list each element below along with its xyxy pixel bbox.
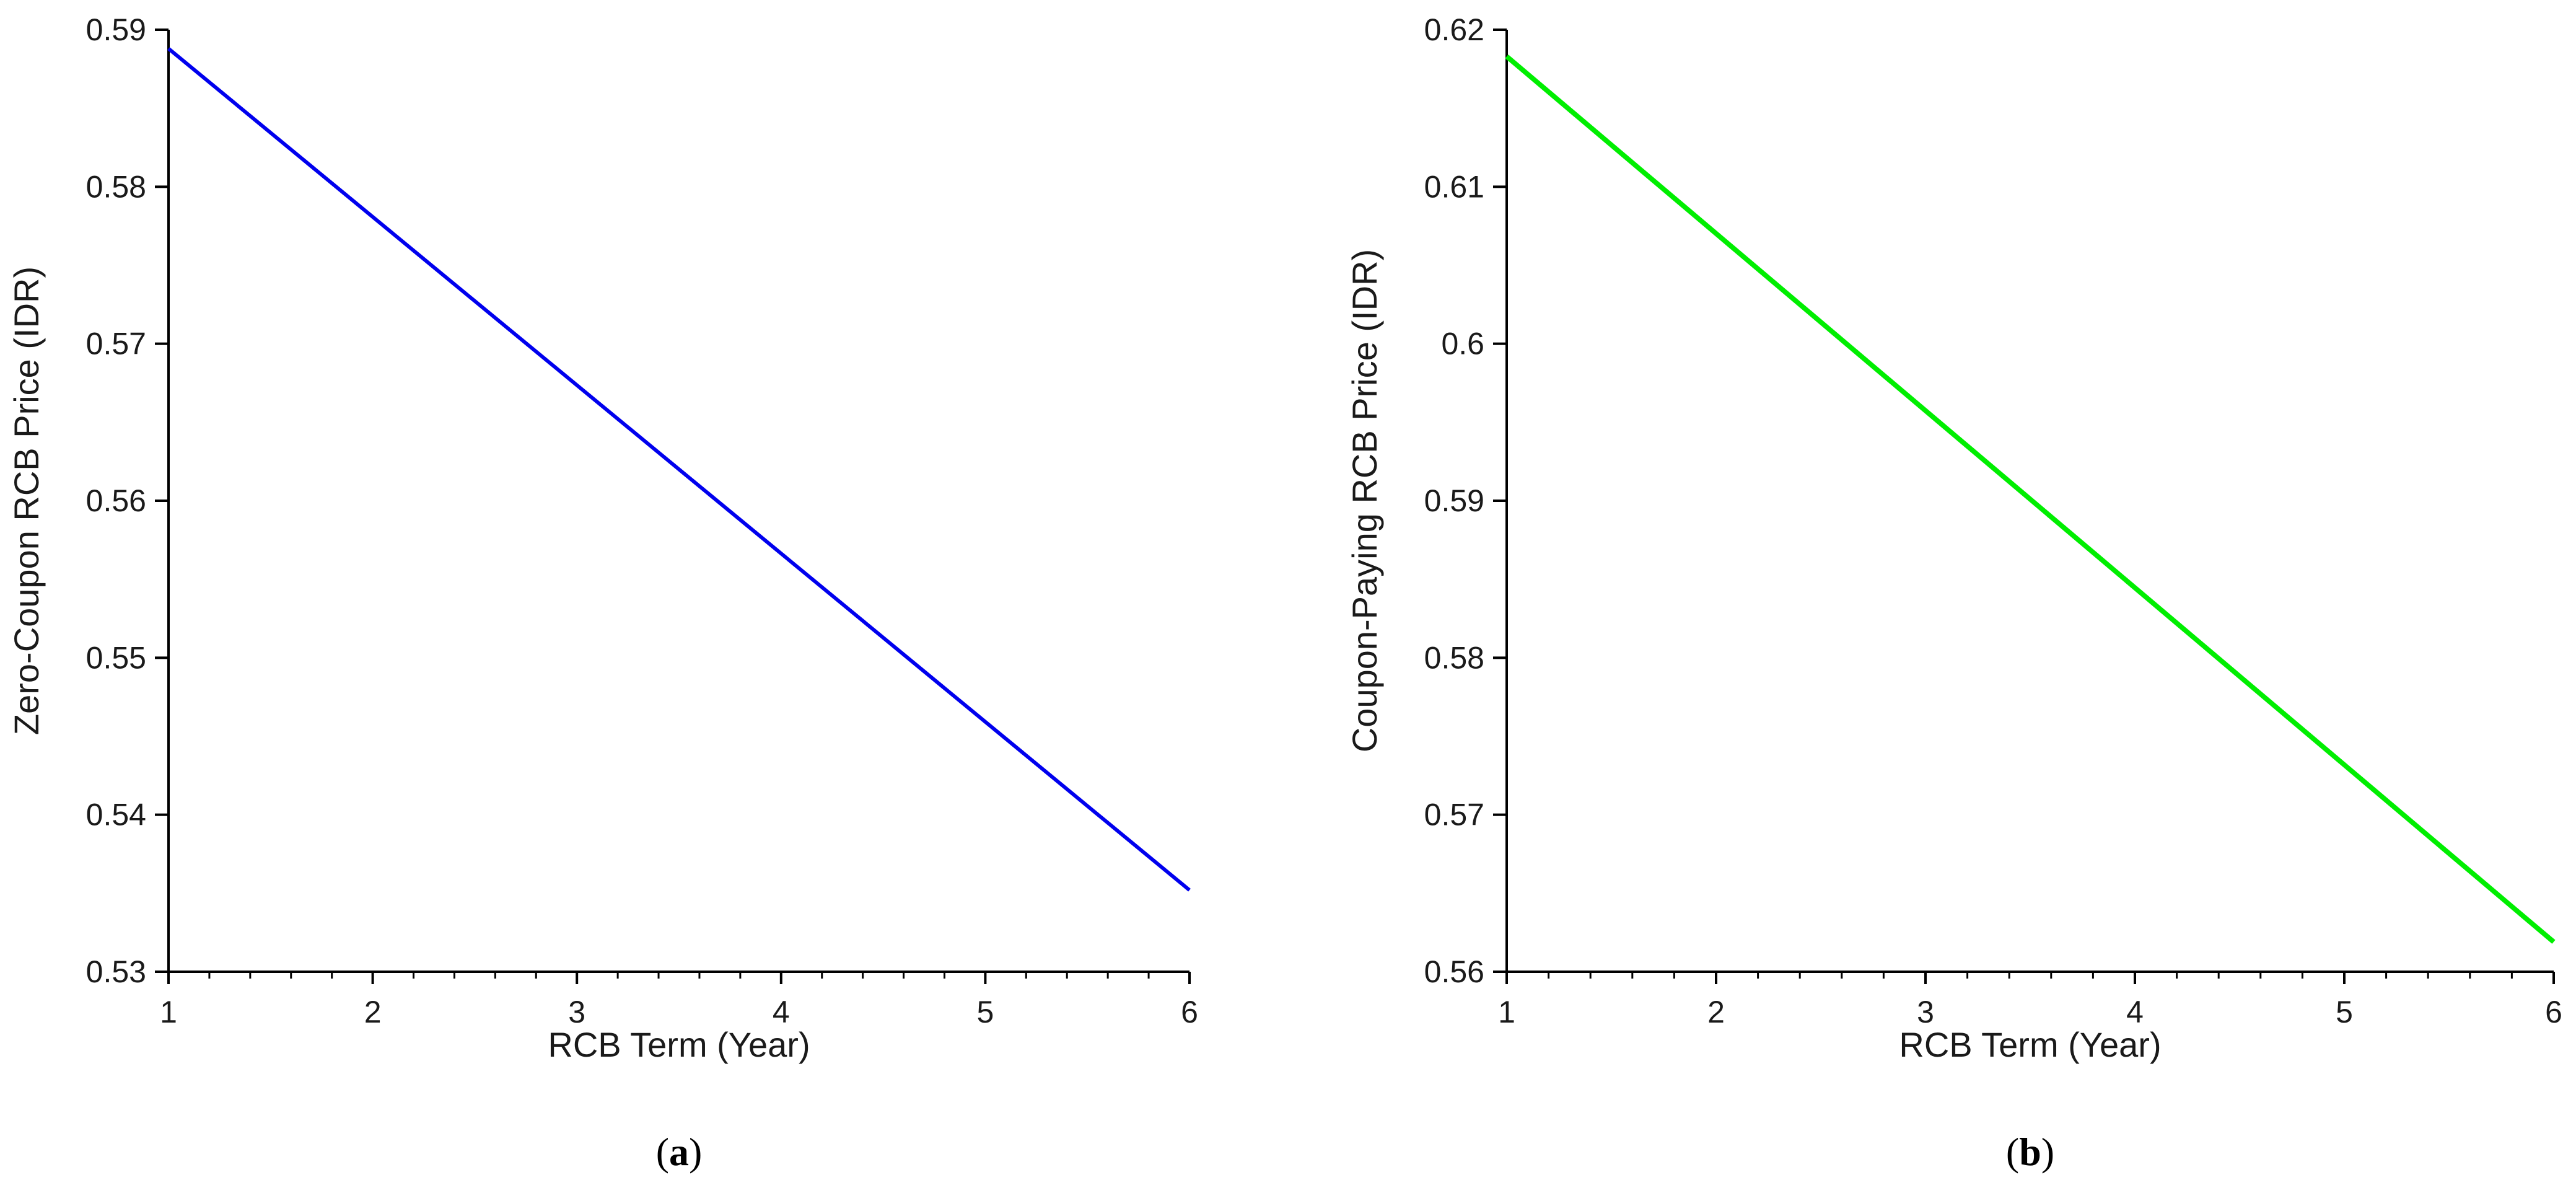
- y-tick-label: 0.57: [86, 327, 146, 361]
- caption-letter: b: [2019, 1130, 2041, 1174]
- y-tick-label: 0.56: [1424, 954, 1484, 989]
- caption-close-paren: ): [2041, 1130, 2054, 1174]
- caption-letter: a: [669, 1130, 689, 1174]
- x-tick-label: 5: [2336, 995, 2353, 1029]
- y-tick-label: 0.59: [86, 12, 146, 47]
- y-tick-label: 0.54: [86, 798, 146, 832]
- x-tick-label: 6: [2545, 995, 2562, 1029]
- x-tick-label: 4: [773, 995, 790, 1029]
- y-axis-title: Zero-Coupon RCB Price (IDR): [7, 266, 46, 735]
- x-tick-label: 4: [2126, 995, 2144, 1029]
- x-tick-label: 2: [1707, 995, 1725, 1029]
- x-tick-label: 2: [364, 995, 382, 1029]
- chart-panel-b: 1 2 3 4 5 6 0.56 0.57 0.58 0.59 0.6 0.61 0.62 RCB Ter…: [1345, 12, 2562, 1174]
- y-tick-label: 0.59: [1424, 483, 1484, 518]
- y-tick-label: 0.62: [1424, 12, 1484, 47]
- y-tick-label: 0.6: [1441, 327, 1484, 361]
- x-tick-label: 5: [976, 995, 994, 1029]
- panel-caption: (b): [2006, 1130, 2054, 1174]
- x-tick-label: 1: [1498, 995, 1515, 1029]
- series-line-b: [1505, 55, 2556, 944]
- x-axis-title: RCB Term (Year): [548, 1025, 810, 1064]
- x-tick-label: 1: [160, 995, 177, 1029]
- panel-caption: (a): [656, 1130, 703, 1174]
- y-tick-label: 0.53: [86, 954, 146, 989]
- series-line-a: [167, 47, 1191, 892]
- chart-panel-a: 1 2 3 4 5 6 0.53 0.54 0.55 0.56 0.57 0.58 0.59 RCB Te…: [7, 12, 1198, 1174]
- caption-open-paren: (: [2006, 1130, 2019, 1174]
- y-tick-label: 0.58: [1424, 640, 1484, 675]
- x-tick-label: 3: [568, 995, 585, 1029]
- caption-close-paren: ): [689, 1130, 702, 1174]
- caption-open-paren: (: [656, 1130, 669, 1174]
- y-tick-label: 0.55: [86, 640, 146, 675]
- y-tick-label: 0.57: [1424, 798, 1484, 832]
- y-axis-title: Coupon-Paying RCB Price (IDR): [1345, 249, 1384, 752]
- y-tick-label: 0.61: [1424, 169, 1484, 204]
- x-tick-label: 3: [1917, 995, 1934, 1029]
- y-tick-label: 0.56: [86, 483, 146, 518]
- x-tick-label: 6: [1181, 995, 1198, 1029]
- y-tick-label: 0.58: [86, 169, 146, 204]
- x-axis-title: RCB Term (Year): [1899, 1025, 2161, 1064]
